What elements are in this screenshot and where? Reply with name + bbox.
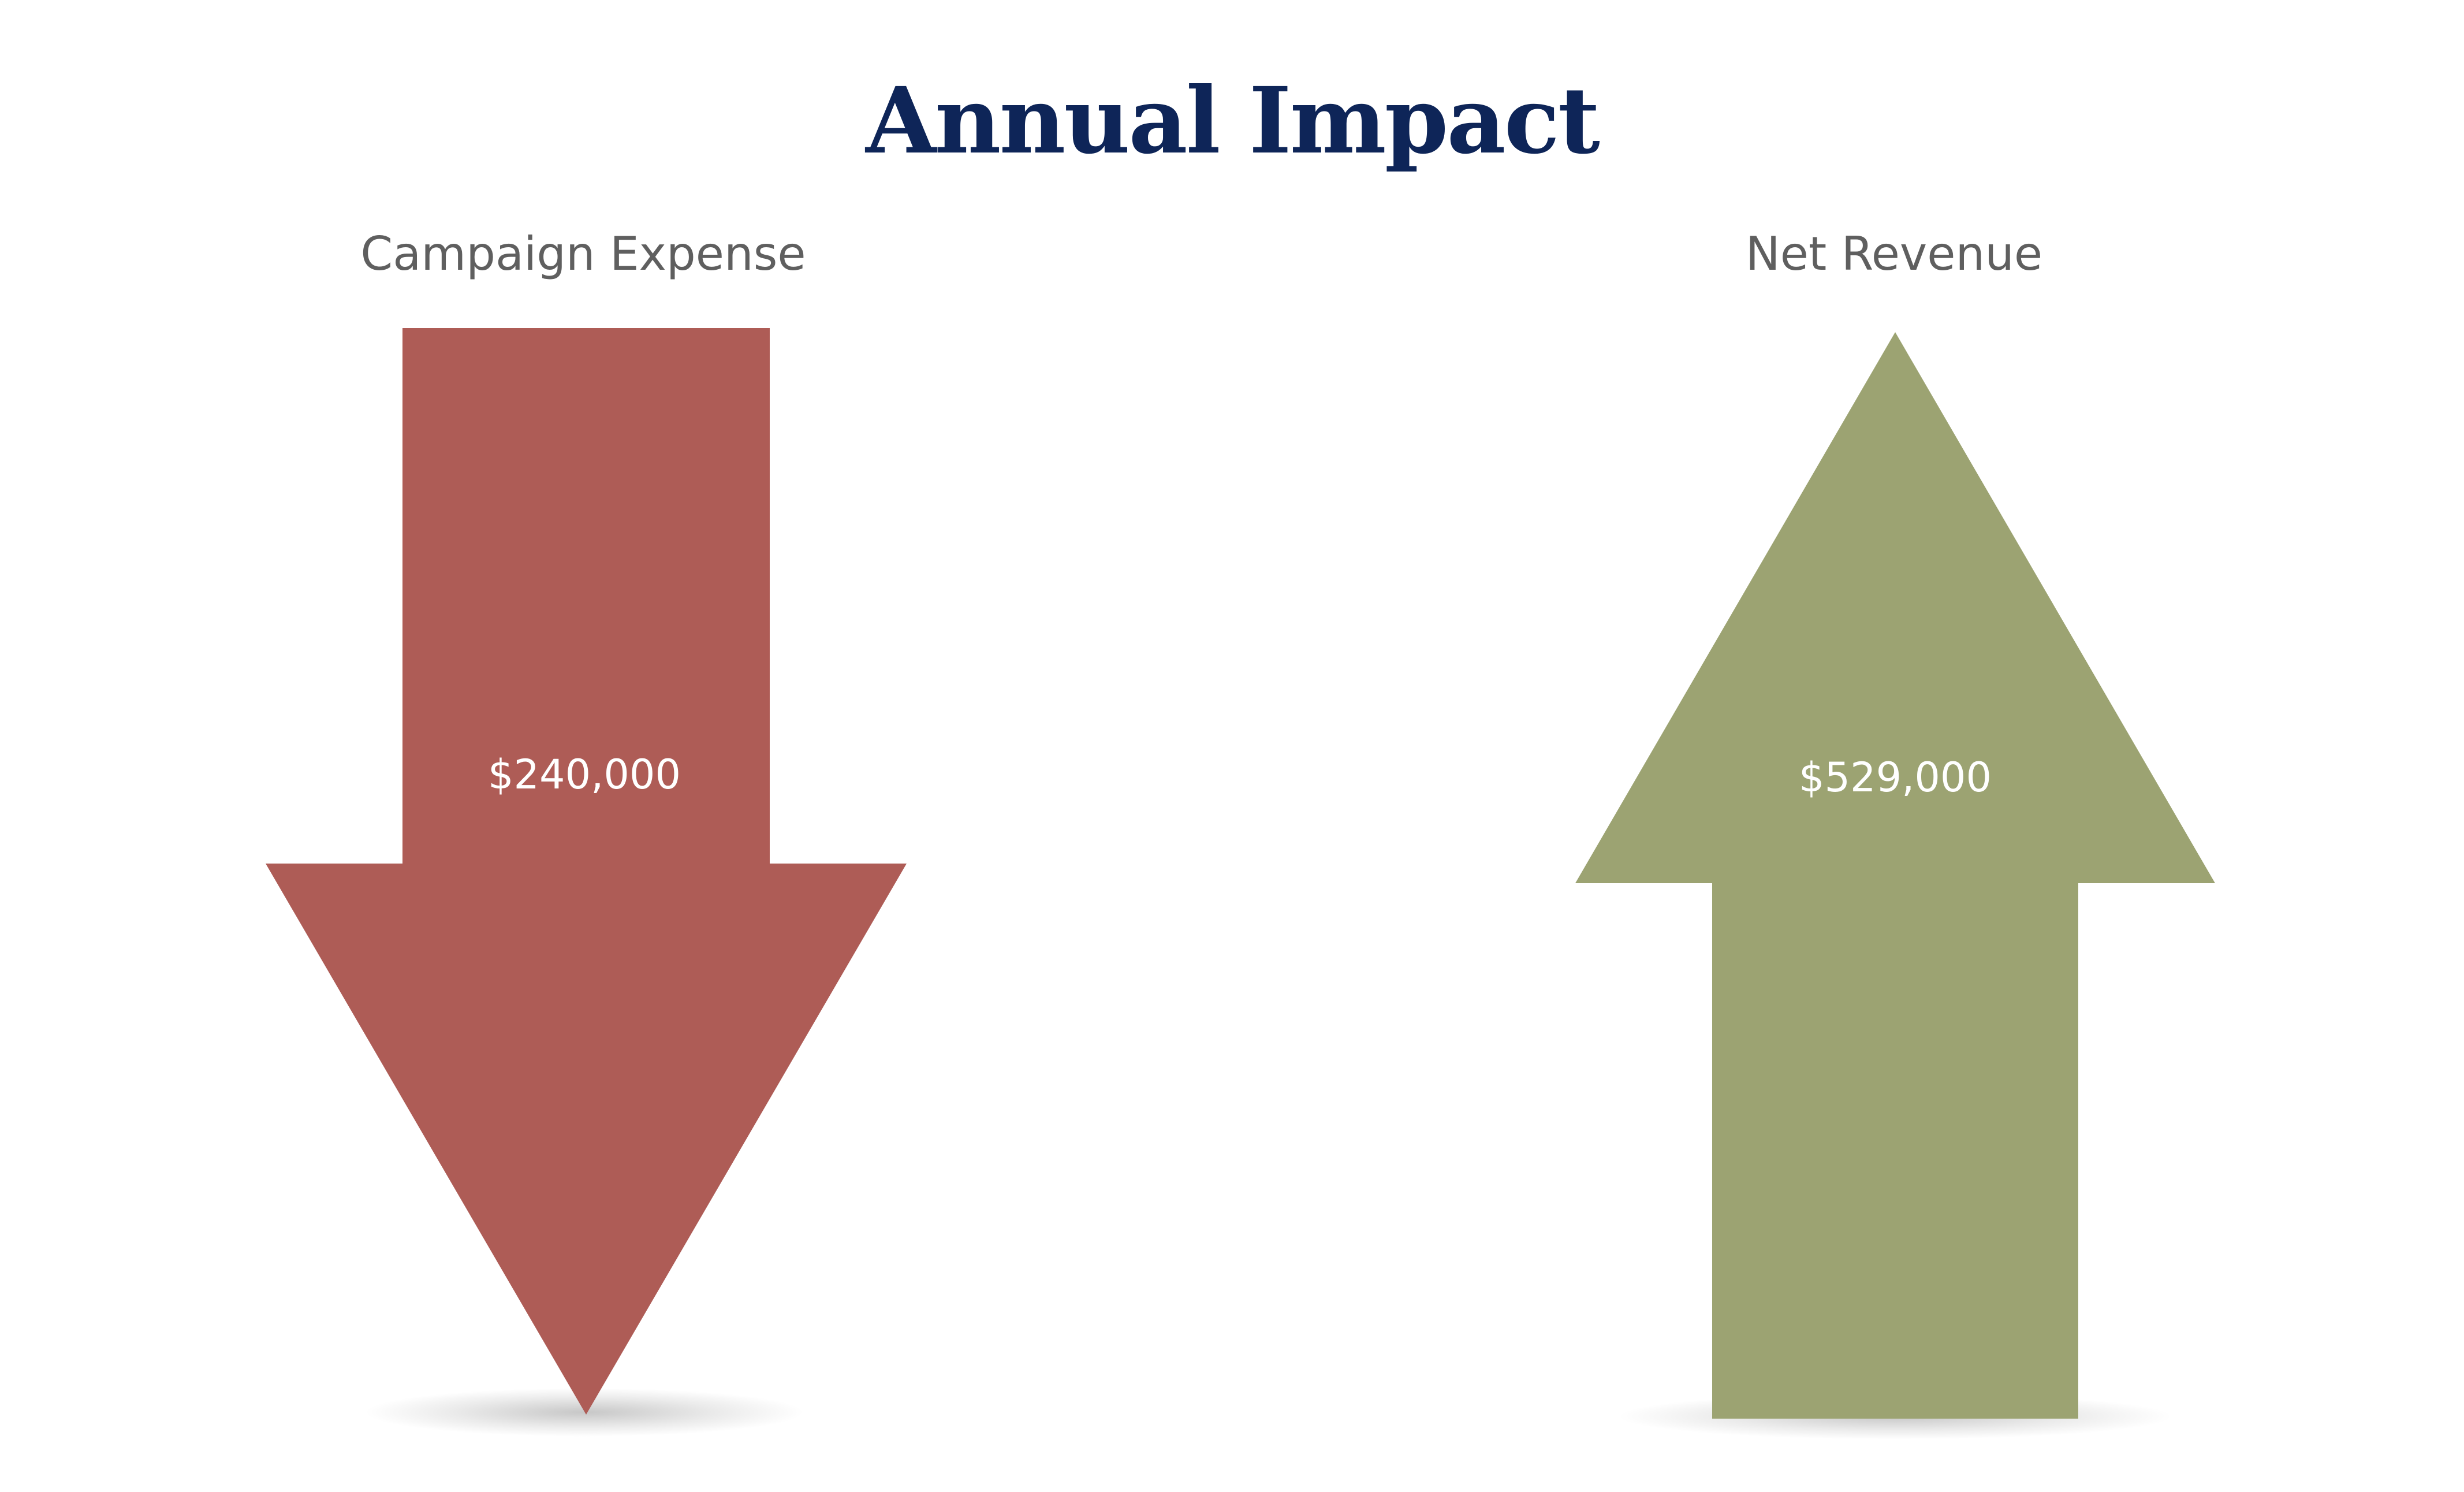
net-revenue-arrow: $529,000 xyxy=(1575,332,2215,1439)
net-revenue-label: Net Revenue xyxy=(1745,227,2043,281)
campaign-expense-label: Campaign Expense xyxy=(360,227,806,281)
page-title: Annual Impact xyxy=(866,68,1600,174)
net-revenue-value: $529,000 xyxy=(1799,754,1992,801)
up-arrow-icon xyxy=(1575,332,2215,1419)
down-arrow-shadow xyxy=(365,1388,804,1437)
campaign-expense-arrow: $240,000 xyxy=(266,328,907,1437)
down-arrow-icon xyxy=(266,328,907,1415)
campaign-expense-value: $240,000 xyxy=(488,751,681,798)
